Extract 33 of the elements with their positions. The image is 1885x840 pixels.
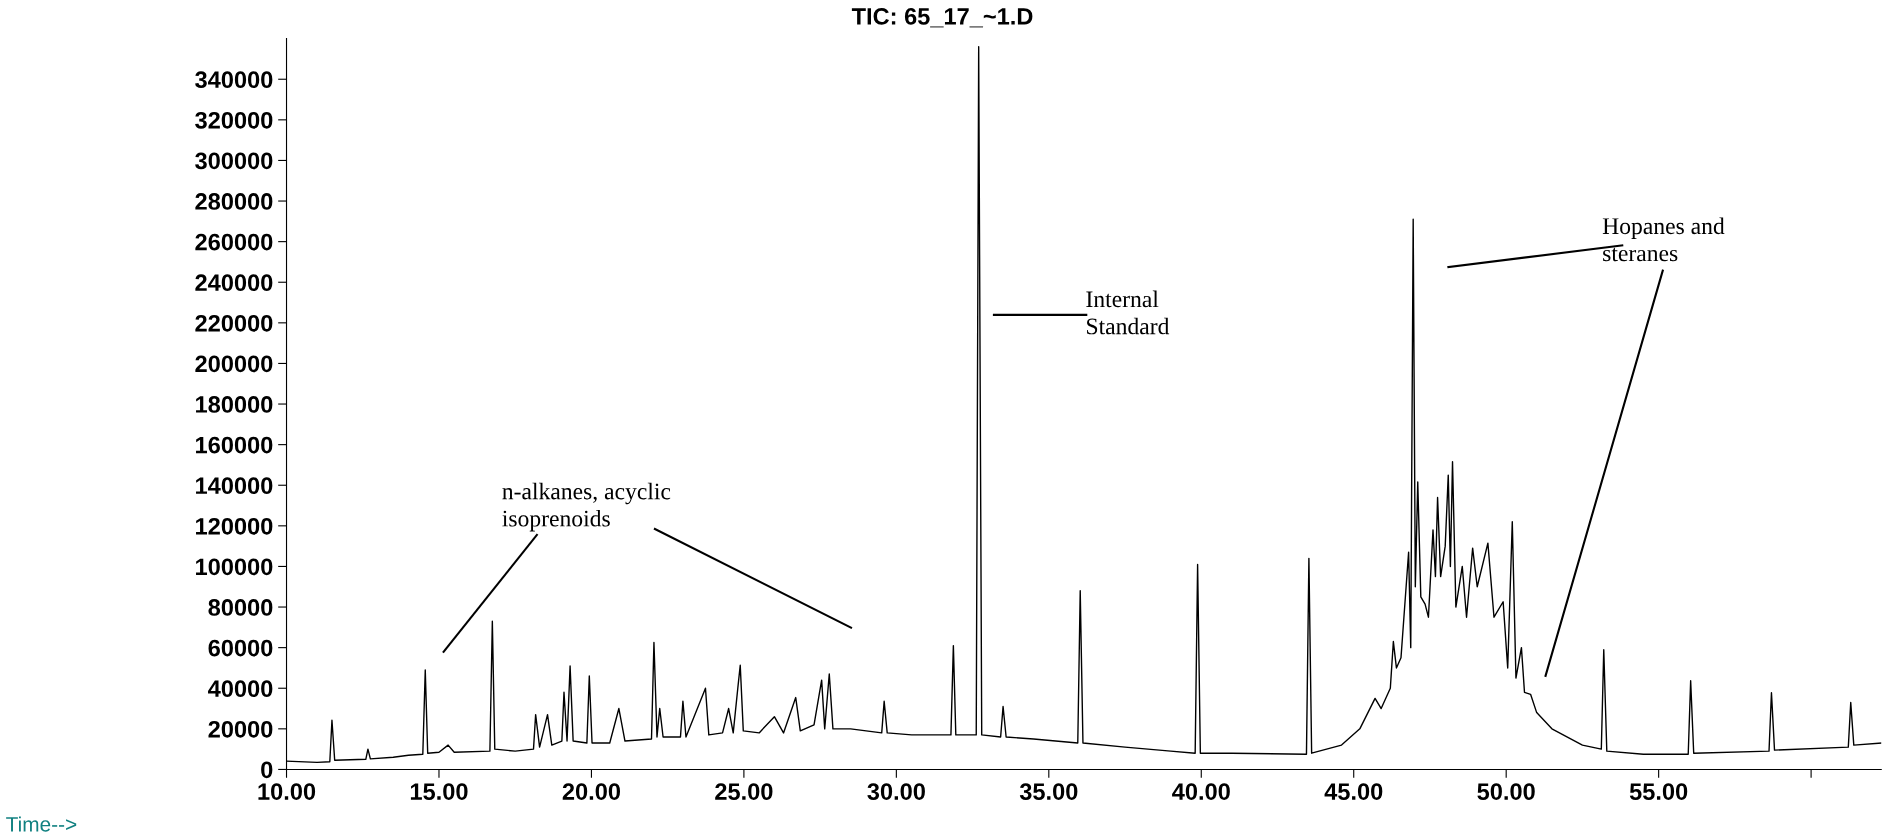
y-tick-label: 180000	[196, 396, 273, 413]
y-tick-label: 140000	[196, 477, 273, 495]
y-tick-label: 220000	[195, 314, 273, 332]
x-tick-label: 10.00	[258, 783, 316, 800]
x-tick-label: 40.00	[1172, 783, 1230, 800]
y-tick-label: 40000	[208, 680, 273, 698]
x-tick-label: 35.00	[1019, 783, 1078, 801]
y-tick-label: 260000	[195, 233, 273, 251]
y-tick-label: 160000	[196, 436, 273, 454]
x-tick-label: 55.00	[1629, 783, 1688, 800]
y-tick-label: 60000	[208, 639, 273, 657]
y-tick-label: 240000	[195, 274, 273, 292]
y-tick-label: 320000	[195, 111, 273, 129]
x-tick-label: 30.00	[867, 783, 925, 801]
annotation: n-alkanes, acyclic isoprenoids	[502, 482, 671, 532]
x-tick-label: 25.00	[715, 783, 773, 800]
x-tick-label: 45.00	[1324, 783, 1383, 800]
y-tick-label: 0	[261, 761, 273, 779]
x-tick-label: 20.00	[562, 783, 621, 800]
annotation: Internal Standard	[1086, 290, 1170, 335]
x-tick-label: 50.00	[1477, 783, 1535, 800]
y-tick-label: 280000	[195, 193, 273, 210]
y-tick-label: 80000	[208, 599, 273, 616]
y-tick-label: 100000	[196, 558, 273, 576]
y-tick-label: 200000	[195, 355, 273, 373]
y-tick-label: 120000	[196, 517, 273, 535]
x-tick-label: 15.00	[410, 783, 468, 800]
chart-title: TIC: 65_17_~1.D	[851, 8, 1033, 28]
y-tick-label: 20000	[208, 720, 273, 738]
annotation: Hopanes and steranes	[1602, 217, 1725, 262]
y-tick-label: 340000	[195, 71, 273, 89]
y-tick-label: 300000	[195, 152, 273, 170]
text: Time-->	[6, 816, 77, 832]
